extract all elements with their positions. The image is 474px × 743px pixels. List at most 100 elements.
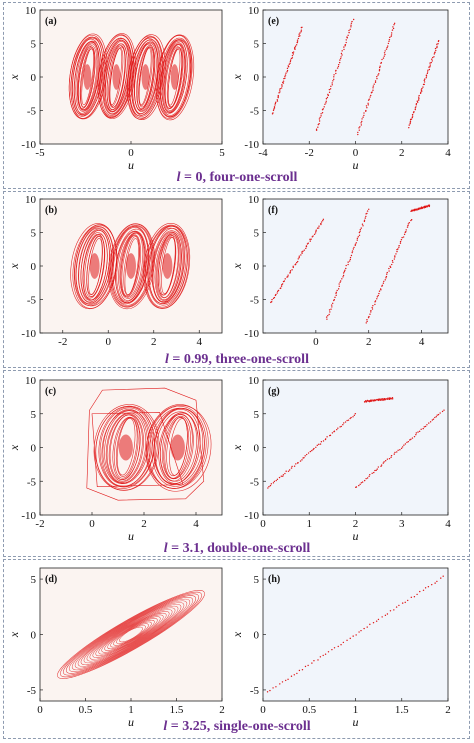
section-point	[434, 582, 436, 584]
section-point	[326, 436, 328, 438]
section-point	[370, 94, 372, 97]
section-point	[371, 91, 373, 93]
section-point	[298, 255, 301, 257]
section-point	[344, 43, 347, 46]
section-point	[291, 465, 293, 468]
section-point	[285, 679, 287, 682]
section-point	[391, 397, 394, 399]
section-point	[407, 223, 410, 225]
section-point	[343, 422, 345, 424]
x-axis-label: u	[353, 158, 359, 172]
row-frame-4	[3, 559, 470, 739]
section-point	[342, 276, 344, 278]
section-point	[357, 131, 359, 134]
scroll-loop	[77, 43, 99, 110]
x-axis-label: u	[353, 529, 359, 543]
section-point	[368, 315, 370, 318]
orbit-loop	[60, 591, 202, 678]
section-point	[390, 35, 392, 38]
x-tick-label: -2	[305, 147, 314, 159]
section-point	[353, 246, 355, 249]
section-point	[431, 56, 434, 59]
section-point	[418, 430, 421, 433]
section-point	[358, 127, 360, 129]
section-point	[369, 623, 371, 626]
scroll-loop	[112, 227, 149, 304]
section-point	[442, 575, 444, 577]
section-point	[290, 467, 293, 469]
orbit-loop	[116, 625, 146, 644]
section-point	[342, 274, 345, 277]
section-point	[361, 223, 364, 225]
orbit-loop	[95, 612, 167, 657]
section-point	[363, 112, 365, 114]
section-point	[386, 271, 388, 274]
panel-label: (d)	[45, 574, 57, 585]
section-point	[348, 260, 351, 262]
scroll-loop	[157, 234, 177, 296]
section-point	[359, 483, 361, 486]
scroll-loop	[145, 405, 212, 492]
section-point	[320, 113, 322, 115]
section-point	[361, 118, 363, 120]
section-point	[303, 249, 306, 251]
panel-c: -2 0 2 4 -10 -5 0 5 10 (c) x u	[7, 375, 223, 543]
section-point	[280, 285, 283, 287]
section-point	[347, 34, 349, 36]
section-point	[310, 238, 312, 240]
trajectory-group	[266, 575, 444, 693]
section-point	[287, 470, 290, 472]
scroll-loop	[145, 225, 188, 308]
section-point	[378, 73, 380, 75]
y-tick-label: 10	[248, 375, 260, 387]
section-point	[332, 80, 334, 82]
section-point	[388, 40, 390, 42]
section-point	[291, 52, 294, 54]
section-point	[331, 306, 333, 308]
section-point	[403, 444, 405, 446]
section-point	[367, 99, 370, 101]
section-point	[358, 129, 360, 131]
section-point	[335, 294, 337, 297]
section-point	[424, 425, 427, 428]
scroll-loop	[136, 46, 155, 110]
section-point	[374, 81, 377, 84]
section-point	[350, 26, 352, 28]
plot-background	[263, 10, 448, 144]
scroll-loop	[134, 42, 157, 112]
section-point	[289, 60, 292, 63]
section-point	[290, 675, 293, 677]
x-tick-label: 4	[419, 336, 425, 348]
section-point	[425, 76, 427, 79]
section-point	[396, 250, 398, 253]
section-point	[412, 210, 414, 212]
section-point	[440, 577, 442, 579]
section-point	[429, 66, 431, 68]
section-point	[410, 219, 413, 221]
section-point	[379, 66, 381, 69]
section-point	[360, 124, 363, 126]
orbit-loop	[65, 595, 197, 674]
scroll-loop	[102, 409, 150, 485]
y-tick-label: -10	[21, 510, 36, 522]
section-point	[330, 308, 332, 310]
section-point	[347, 419, 350, 421]
scroll-loop	[152, 230, 184, 303]
section-point	[333, 299, 336, 301]
section-point	[345, 41, 347, 44]
section-point	[395, 606, 398, 608]
section-point	[283, 280, 286, 282]
section-point	[415, 106, 417, 108]
y-tick-label: -5	[27, 106, 37, 118]
section-point	[315, 128, 318, 130]
scroll-loop	[167, 48, 182, 108]
section-point	[378, 290, 381, 292]
section-point	[407, 224, 409, 227]
section-point	[301, 252, 303, 254]
y-tick-label: 0	[31, 630, 37, 642]
section-point	[336, 67, 339, 69]
section-point	[427, 69, 429, 71]
section-point	[354, 244, 356, 247]
section-point	[393, 453, 395, 455]
section-point	[424, 587, 427, 589]
